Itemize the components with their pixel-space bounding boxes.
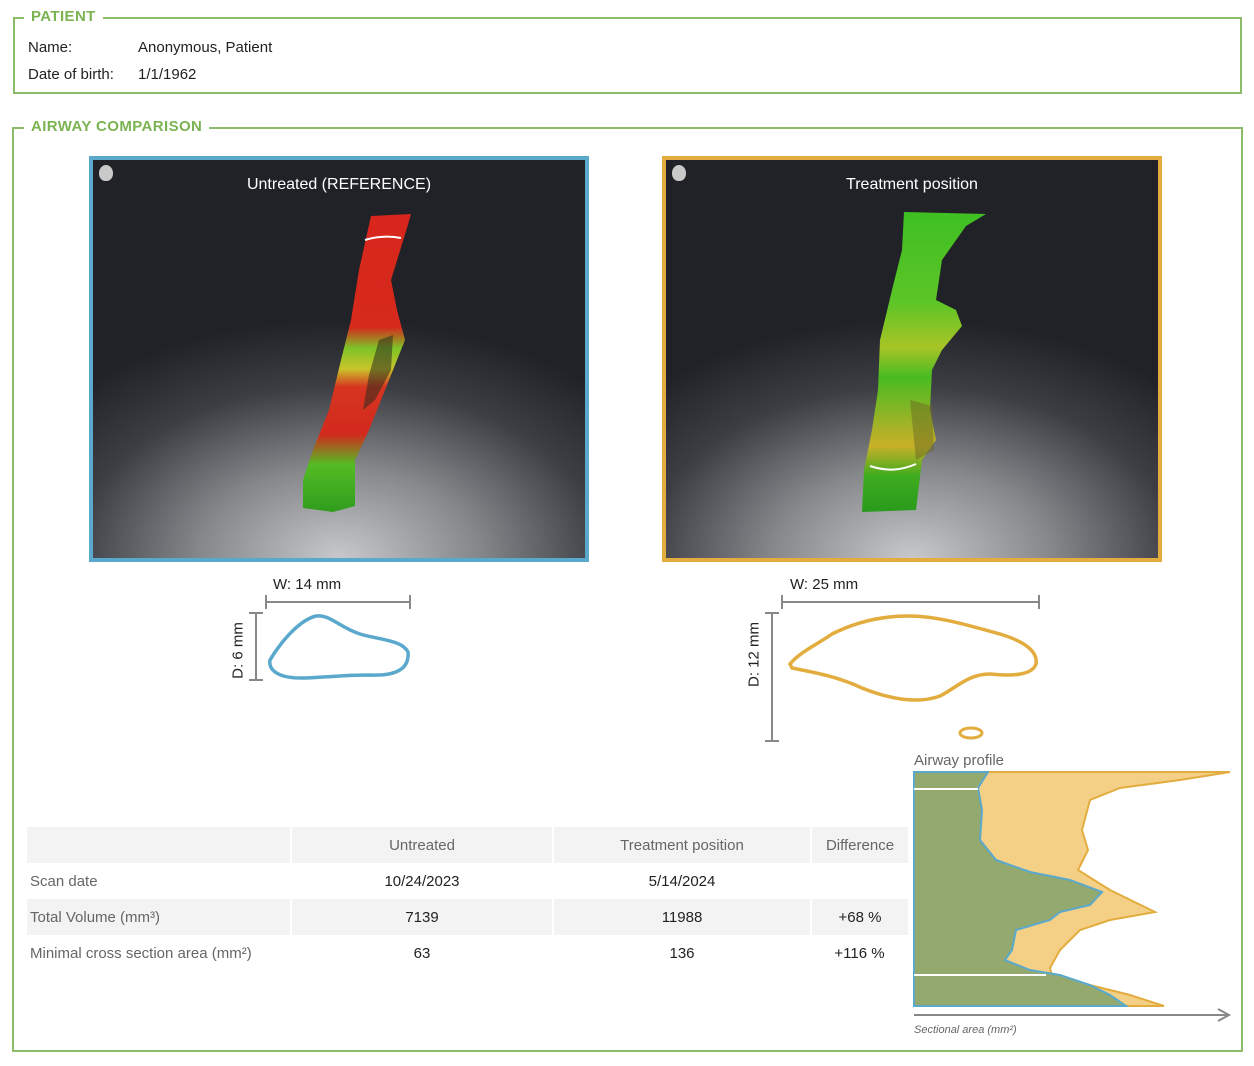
name-label: Name: [28,39,73,56]
treatment-width-ruler [781,595,1040,609]
untreated-panel-title: Untreated (REFERENCE) [246,176,432,193]
untreated-airway-model [303,214,411,512]
name-value: Anonymous, Patient [138,39,273,56]
x-axis-arrow [914,1008,1232,1022]
treatment-panel-title: Treatment position [846,176,978,193]
untreated-value: 7139 [290,899,553,935]
row-label: Total Volume (mm³) [27,899,291,935]
head-orientation-icon[interactable] [672,165,686,181]
treatment-small-cross-section [958,726,984,740]
untreated-profile-area [913,771,1130,1007]
table-header-cell: Treatment position [552,827,811,863]
dob-label: Date of birth: [28,66,114,83]
patient-section-title: PATIENT [24,8,103,26]
head-orientation-icon[interactable] [99,165,113,181]
dob-value: 1/1/1962 [138,66,197,83]
untreated-value: 63 [413,944,431,962]
row-label: Minimal cross section area (mm²) [30,944,252,962]
airway-profile-title: Airway profile [914,752,1005,769]
table-header-cell: Difference [810,827,908,863]
comparison-table: Untreated Treatment position Difference … [27,827,908,971]
treatment-3d-view[interactable]: Treatment position [662,156,1162,562]
table-header-cell: Untreated [290,827,553,863]
airway-comparison-section [12,127,1243,1052]
airway-profile-xlabel: Sectional area (mm²) [914,1024,1017,1036]
row-label: Scan date [30,872,98,890]
difference-value: +68 % [810,899,908,935]
treatment-value: 5/14/2024 [648,872,716,890]
untreated-width-ruler [265,595,411,609]
table-row: Total Volume (mm³) 7139 11988 +68 % [27,899,908,935]
table-header-row: Untreated Treatment position Difference [27,827,908,863]
untreated-depth-ruler [249,612,263,681]
treatment-airway-model [862,212,986,512]
untreated-value: 10/24/2023 [384,872,460,890]
table-row: Minimal cross section area (mm²) 63 136 … [27,935,908,971]
untreated-3d-view[interactable]: Untreated (REFERENCE) [89,156,589,562]
treatment-width-label: W: 25 mm [790,576,859,593]
treatment-cross-section [787,614,1038,702]
treatment-value: 136 [669,944,695,962]
table-row: Scan date 10/24/2023 5/14/2024 [27,863,908,899]
table-header-cell [27,827,291,863]
treatment-value: 11988 [552,899,811,935]
airway-section-title: AIRWAY COMPARISON [24,118,210,136]
untreated-cross-section [268,614,410,680]
treatment-depth-ruler [765,612,779,742]
patient-section [13,17,1242,94]
untreated-width-label: W: 14 mm [273,576,342,593]
difference-value: +116 % [834,944,885,962]
